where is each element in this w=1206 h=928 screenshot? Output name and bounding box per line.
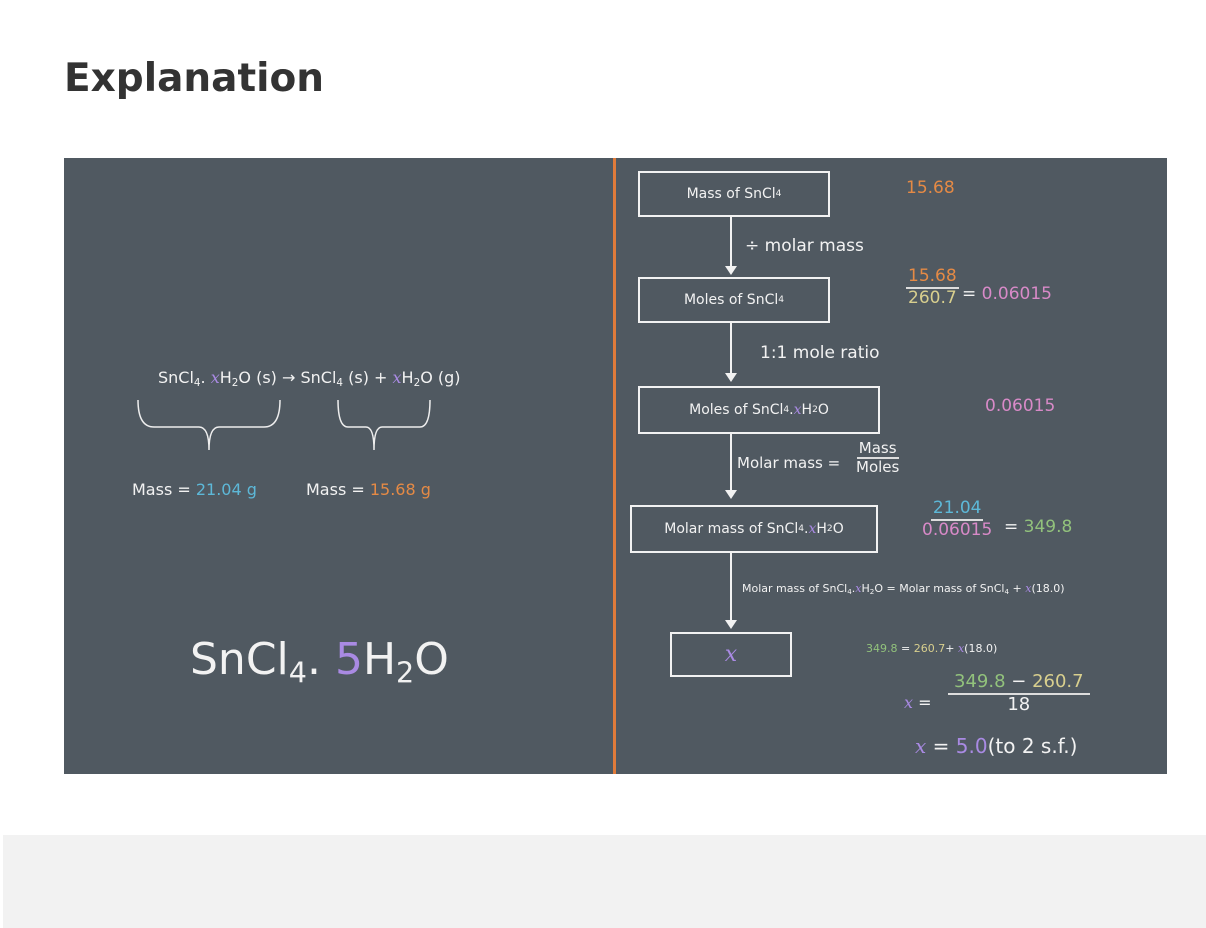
x-fraction: 349.8 − 260.7 18 — [948, 671, 1090, 715]
step-mole-ratio: 1:1 mole ratio — [760, 343, 880, 363]
final-result: x = 5.0(to 2 s.f.) — [915, 734, 1078, 758]
divider — [613, 158, 616, 774]
moles-hydrate-value: 0.06015 — [985, 396, 1056, 416]
brace-icons — [137, 399, 431, 451]
explanation-figure: SnCl4. xH2O (s) → SnCl4 (s) + xH2O (g) M… — [64, 158, 1167, 774]
brace-icon — [337, 399, 431, 451]
mass-value: 15.68 — [906, 178, 955, 198]
arrow-down-icon — [725, 434, 737, 499]
page-title: Explanation — [64, 56, 325, 101]
molar-mass-result: = 349.8 — [1004, 517, 1073, 537]
arrow-down-icon — [725, 217, 737, 275]
box-mass-sncl4: Mass of SnCl 4 — [638, 171, 830, 217]
equation-line: 349.8 = 260.7+ x(18.0) — [866, 642, 998, 655]
mass-hydrate: Mass = 21.04 g — [132, 480, 257, 499]
step-molar-mass-formula: Molar mass = — [737, 454, 841, 472]
moles-fraction: 15.68 260.7 — [906, 266, 959, 308]
reaction-equation: SnCl4. xH2O (s) → SnCl4 (s) + xH2O (g) — [158, 368, 461, 390]
final-formula: SnCl4. 5H2O — [190, 634, 449, 690]
footer-panel — [3, 835, 1206, 928]
brace-icon — [137, 399, 281, 451]
box-x: x — [670, 632, 792, 677]
step-divide-molar-mass: ÷ molar mass — [745, 236, 864, 256]
mass-anhydrous: Mass = 15.68 g — [306, 480, 431, 499]
molar-mass-fraction: 21.04 0.06015 — [922, 498, 993, 540]
moles-result: = 0.06015 — [962, 284, 1052, 304]
arrow-down-icon — [725, 323, 737, 382]
box-moles-sncl4: Moles of SnCl 4 — [638, 277, 830, 323]
arrow-down-icon — [725, 553, 737, 629]
step-molar-mass-relation: Molar mass of SnCl4.xH2O = Molar mass of… — [742, 582, 1065, 597]
mass-over-moles: Mass Moles — [856, 439, 900, 477]
x-equals: x = — [904, 693, 932, 712]
